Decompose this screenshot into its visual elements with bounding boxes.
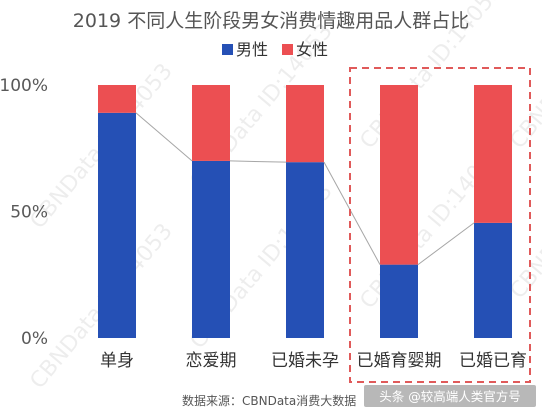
- y-axis: 0% 50% 100%: [0, 76, 48, 349]
- bar-male-4: [474, 222, 512, 338]
- bar-female-2: [286, 85, 324, 163]
- bar-male-1: [192, 160, 230, 338]
- legend-label-male: 男性: [236, 40, 268, 59]
- credit-background: [364, 385, 536, 407]
- source-note: 数据来源：CBNData消费大数据: [182, 393, 356, 408]
- category-label: 已婚育婴期: [357, 351, 442, 371]
- highlight-box: [349, 67, 531, 383]
- connector-line: [323, 161, 381, 265]
- category-label: 单身: [100, 351, 134, 371]
- y-tick-label: 100%: [0, 76, 48, 96]
- y-tick-label: 0%: [21, 329, 48, 349]
- bars: [98, 85, 512, 338]
- bar-female-1: [192, 85, 230, 161]
- connector-line: [229, 160, 287, 163]
- legend-swatch-female: [282, 44, 293, 55]
- legend: 男性 女性: [222, 40, 328, 59]
- chart-title: 2019 不同人生阶段男女消费情趣用品人群占比: [73, 10, 469, 32]
- credit-watermark: 头条 @较高端人类官方号: [379, 389, 520, 404]
- bar-female-0: [98, 85, 136, 113]
- connector-lines: [135, 112, 475, 266]
- category-label: 恋爱期: [186, 350, 237, 371]
- legend-label-female: 女性: [296, 40, 328, 59]
- connector-line: [135, 112, 193, 162]
- y-tick-label: 50%: [10, 203, 48, 223]
- bar-female-4: [474, 85, 512, 223]
- bar-male-3: [380, 264, 418, 338]
- bar-male-2: [286, 162, 324, 338]
- x-axis: 单身 恋爱期 已婚未孕 已婚育婴期 已婚已育: [100, 350, 527, 371]
- category-label: 已婚未孕: [271, 351, 339, 371]
- connector-line: [417, 222, 475, 266]
- legend-swatch-male: [222, 44, 233, 55]
- bar-female-3: [380, 85, 418, 265]
- category-label: 已婚已育: [459, 351, 527, 371]
- bar-male-0: [98, 112, 136, 338]
